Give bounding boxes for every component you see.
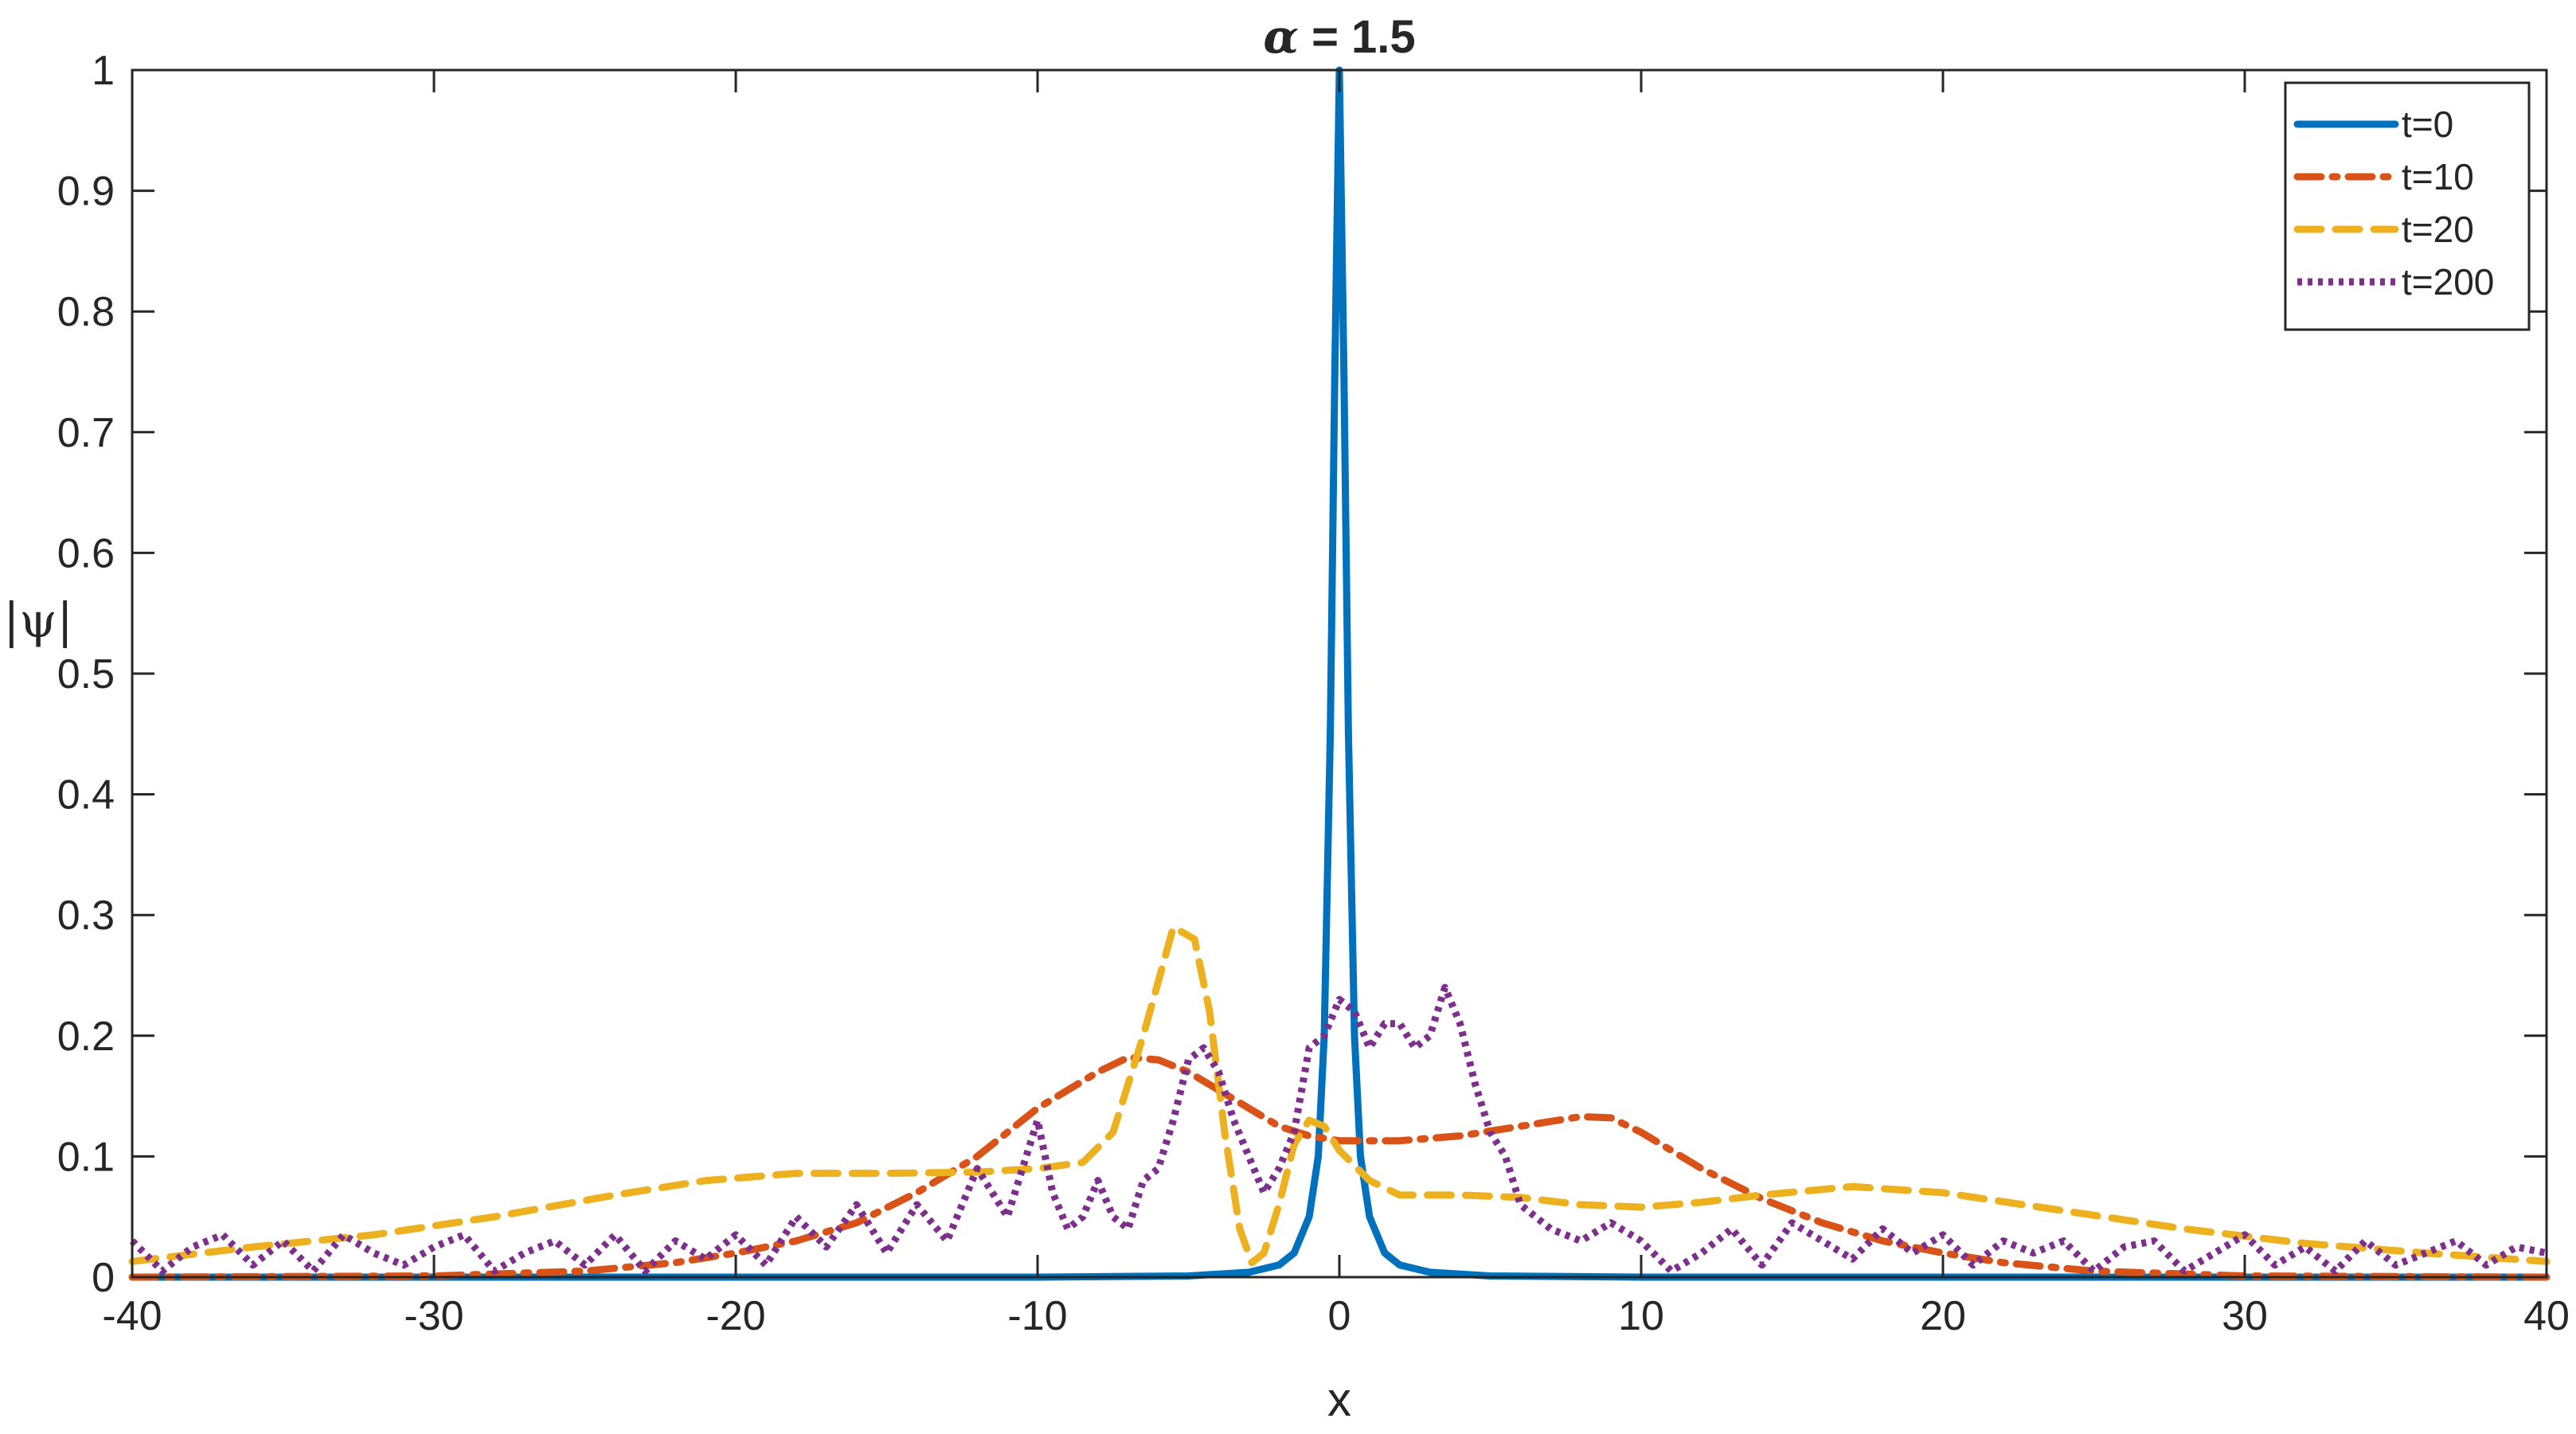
y-tick-label: 0.6: [57, 530, 115, 576]
x-tick-label: 10: [1618, 1293, 1664, 1339]
x-tick-label: -40: [102, 1293, 162, 1339]
y-tick-label: 0.5: [57, 651, 115, 697]
y-tick-label: 0.7: [57, 410, 115, 456]
x-tick-label: -20: [706, 1293, 765, 1339]
x-tick-label: 20: [1920, 1293, 1966, 1339]
title-value: = 1.5: [1299, 11, 1416, 63]
x-tick-label: -30: [404, 1293, 463, 1339]
tick-layer: -40 -30 -20 -10 0 10 20 30 40 0 0.1 0.2 0.3 0.4 0.5 0.6…: [57, 48, 2570, 1339]
legend: t=0 t=10 t=20 t=200: [2284, 81, 2531, 331]
y-axis-label: |ψ|: [3, 593, 72, 649]
chart-title: α = 1.5: [1263, 10, 1415, 64]
y-tick-label: 0.1: [57, 1134, 115, 1180]
legend-label-t-20: t=20: [2402, 209, 2474, 250]
y-tick-label: 0.9: [57, 169, 115, 215]
title-symbol: α: [1263, 10, 1299, 64]
x-tick-label: 40: [2523, 1293, 2570, 1339]
series-line-t-200: [129, 983, 2547, 1275]
x-axis-label: x: [1327, 1373, 1351, 1426]
legend-items: t=0 t=10 t=20 t=200: [2293, 104, 2494, 303]
y-tick-label: 0.3: [57, 893, 115, 939]
x-tick-label: 30: [2222, 1293, 2268, 1339]
legend-label-t-0: t=0: [2402, 104, 2453, 145]
x-tick-label: -10: [1007, 1293, 1067, 1339]
x-tick-label: 0: [1328, 1293, 1351, 1339]
y-tick-label: 0.2: [57, 1014, 115, 1060]
y-tick-label: 0: [92, 1255, 115, 1301]
legend-label-t-200: t=200: [2402, 261, 2494, 303]
y-tick-label: 0.8: [57, 289, 115, 335]
y-tick-label: 1: [92, 48, 115, 94]
y-tick-label: 0.4: [57, 772, 115, 819]
legend-label-t-10: t=10: [2402, 156, 2474, 197]
series-line-t-20: [128, 923, 2551, 1267]
